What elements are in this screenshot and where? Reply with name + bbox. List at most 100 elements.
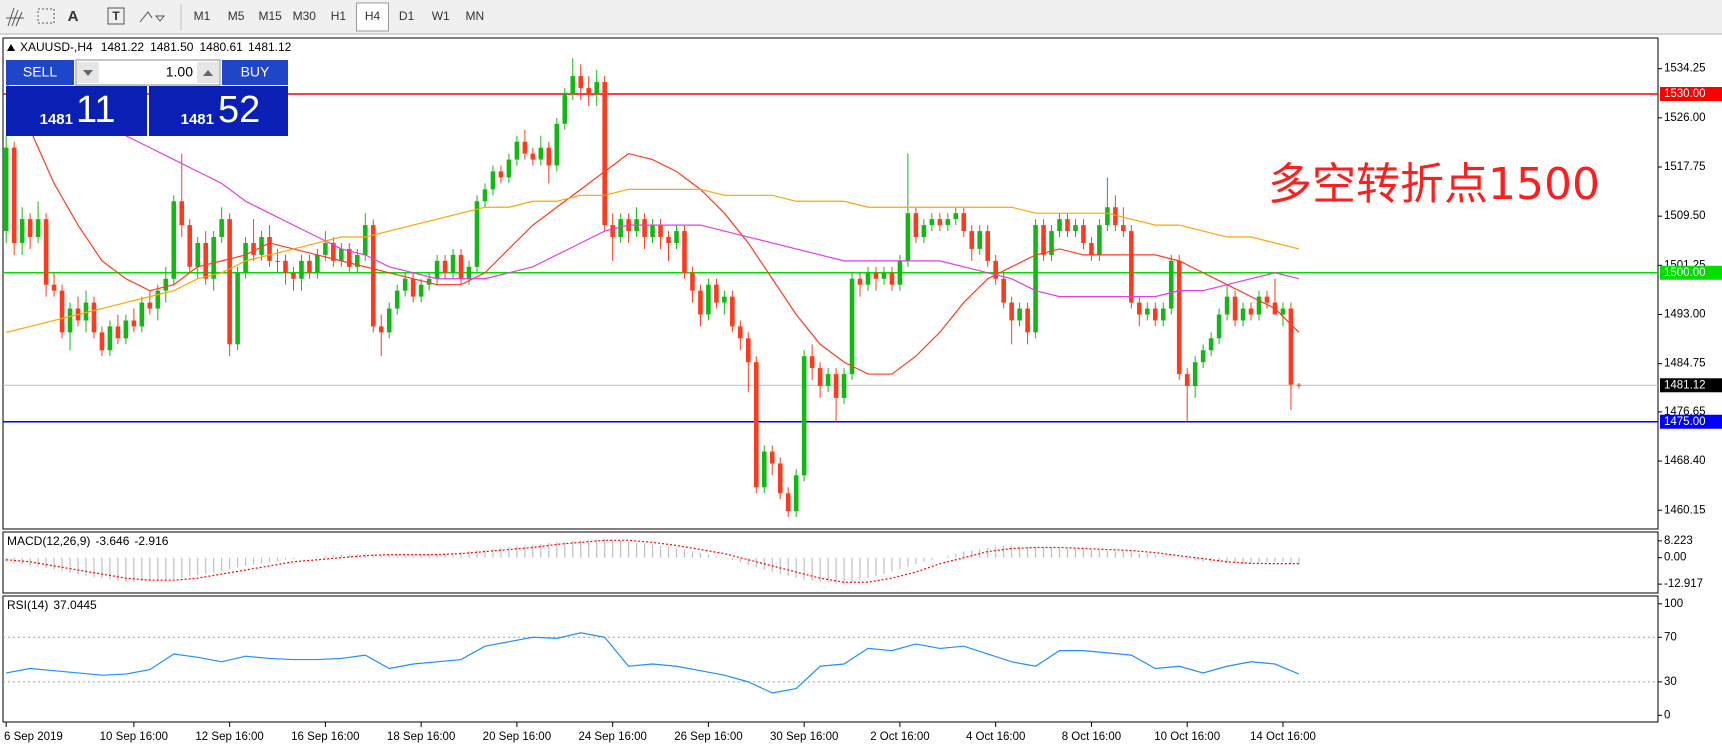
timeframe-button[interactable]: MN <box>465 9 484 23</box>
candle-body <box>738 326 743 339</box>
candle-body <box>1129 231 1134 303</box>
candle-body <box>155 290 161 309</box>
macd-bar <box>436 554 438 558</box>
macd-bar <box>779 557 781 575</box>
candle-body <box>1200 350 1206 363</box>
candle-body <box>753 362 759 488</box>
macd-bar <box>811 557 813 582</box>
macd-bar <box>1154 554 1156 558</box>
candle-body <box>1065 219 1070 232</box>
sell-label[interactable]: SELL <box>23 64 57 80</box>
lot-value[interactable]: 1.00 <box>166 64 193 80</box>
candle-body <box>881 272 887 279</box>
tool-label[interactable]: T <box>112 9 120 23</box>
candle-body <box>857 278 863 285</box>
candle-body <box>1296 384 1302 386</box>
candle-body <box>418 284 424 297</box>
candle-body <box>1081 225 1086 243</box>
icon-fibo[interactable] <box>37 8 55 24</box>
macd-bar <box>883 557 885 575</box>
candle-body <box>690 272 695 291</box>
candle-body <box>1121 225 1126 232</box>
macd-bar <box>899 557 901 570</box>
y-tick-label: 1468.40 <box>1664 455 1706 467</box>
candle-body <box>706 284 711 315</box>
candle-body <box>27 219 33 238</box>
candle-body <box>514 141 520 160</box>
candle-body <box>642 219 647 238</box>
ask-box[interactable] <box>149 86 288 136</box>
macd-bar <box>93 557 95 578</box>
rsi-header: RSI(14) 37.0445 <box>7 598 97 612</box>
candle-body <box>570 76 576 95</box>
candle-body <box>1049 231 1054 255</box>
macd-bar <box>1130 552 1132 558</box>
macd-bar <box>995 546 997 558</box>
timeframe-button[interactable]: M5 <box>228 9 245 23</box>
candle-body <box>977 231 983 249</box>
macd-bar <box>101 557 103 579</box>
macd-bar <box>260 557 263 564</box>
macd-bar <box>548 542 550 558</box>
macd-bar <box>556 542 558 558</box>
buy-button[interactable] <box>222 60 288 85</box>
timeframe-button[interactable]: H4 <box>365 9 381 23</box>
candle-body <box>969 231 975 249</box>
timeframe-button[interactable]: M15 <box>259 9 283 23</box>
macd-bar <box>971 550 973 558</box>
tool-text[interactable]: A <box>68 8 79 25</box>
macd-bar <box>643 543 646 558</box>
timeframe-button[interactable]: H1 <box>331 9 347 23</box>
macd-bar <box>61 557 63 572</box>
macd-bar <box>651 544 654 558</box>
candle-body <box>19 219 25 243</box>
macd-bar <box>1003 545 1005 558</box>
candle-body <box>331 242 336 261</box>
candle-body <box>538 147 544 160</box>
macd-bar <box>907 557 909 567</box>
macd-bar <box>987 547 989 558</box>
macd-bar <box>516 546 518 558</box>
candle-body <box>362 225 368 255</box>
macd-bar <box>819 557 821 582</box>
timeframe-button[interactable]: M30 <box>293 9 317 23</box>
macd-bar <box>444 553 446 558</box>
macd-bar <box>157 557 159 581</box>
candle-body <box>1216 314 1222 339</box>
buy-label[interactable]: BUY <box>241 64 270 80</box>
candle-body <box>434 260 440 279</box>
y-tick-label: 1534.25 <box>1664 63 1706 75</box>
timeframe-button[interactable]: D1 <box>399 9 415 23</box>
macd-bar <box>133 557 135 582</box>
candle-body <box>929 219 935 226</box>
candle-body <box>203 242 208 279</box>
low-label: 1480.61 <box>199 40 243 54</box>
macd-bar <box>1019 546 1021 558</box>
collapse-icon[interactable] <box>7 44 15 51</box>
lot-input[interactable] <box>75 59 221 86</box>
sell-button[interactable] <box>6 60 74 85</box>
candle-body <box>722 296 727 303</box>
symbol: XAUUSD-,H4 <box>20 40 93 54</box>
icon-arrows[interactable] <box>139 11 166 23</box>
timeframe-button[interactable]: W1 <box>432 9 450 23</box>
close-label: 1481.12 <box>248 40 292 54</box>
icon-period-sep[interactable] <box>6 7 24 27</box>
candle-body <box>107 326 113 351</box>
candle-body <box>1152 308 1158 321</box>
icon-text-box[interactable] <box>107 7 125 25</box>
macd-bar <box>468 551 470 558</box>
candle-body <box>586 88 592 95</box>
candle-body <box>746 338 751 363</box>
bid-box[interactable] <box>6 86 147 136</box>
macd-bar <box>532 544 534 558</box>
price-tag <box>1660 265 1722 280</box>
candle-body <box>243 242 248 273</box>
macd-panel <box>2 531 1659 594</box>
macd-bar <box>620 540 622 558</box>
timeframe-button[interactable]: M1 <box>194 9 211 23</box>
candle-body <box>386 308 392 333</box>
x-tick-label: 4 Oct 16:00 <box>966 731 1025 743</box>
candle-body <box>897 260 903 285</box>
candle-body <box>482 189 488 202</box>
